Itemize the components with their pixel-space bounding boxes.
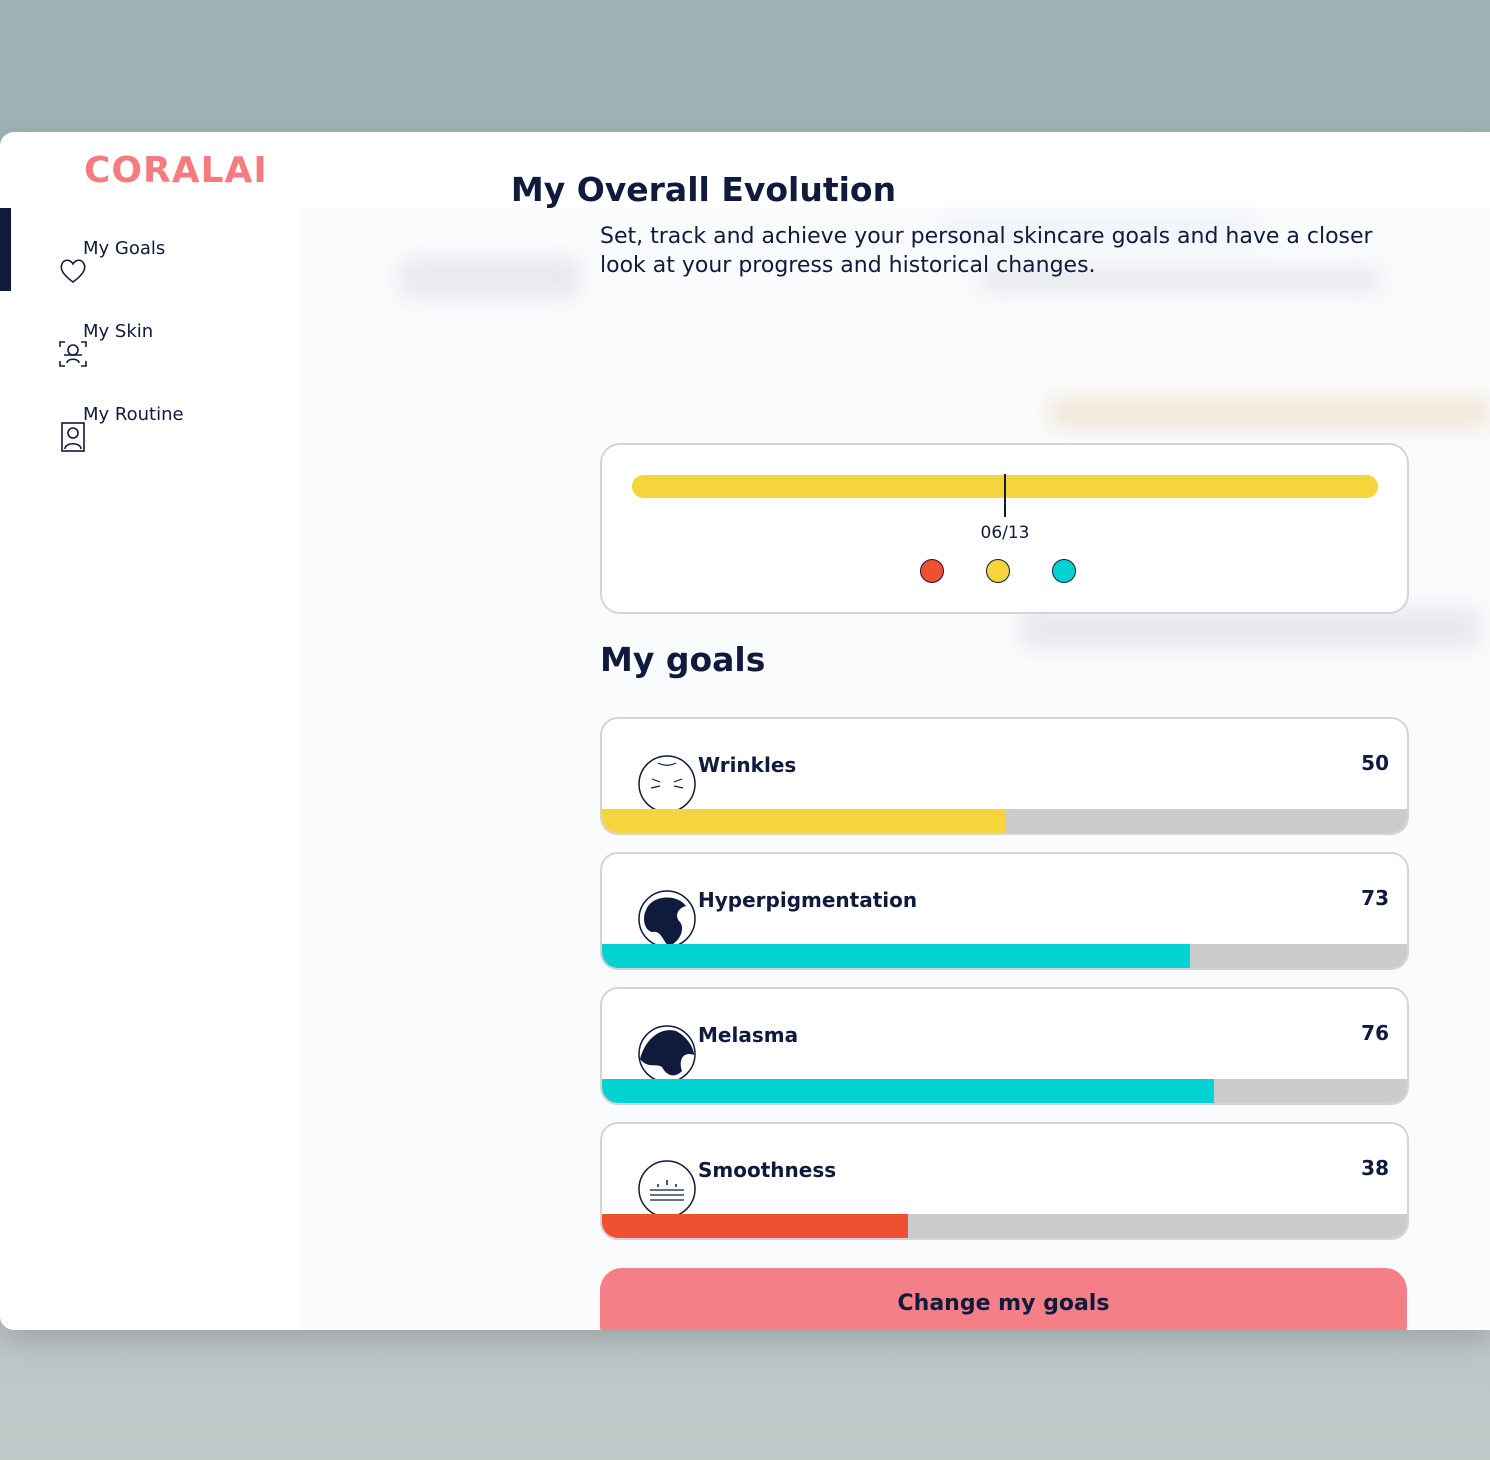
- blurred-content: [1020, 608, 1480, 648]
- timeline-date: 06/13: [980, 523, 1030, 543]
- blurred-content: [940, 218, 1260, 242]
- icon: [638, 1160, 696, 1218]
- progress-track: [602, 1214, 1407, 1238]
- nav-item[interactable]: My Goals: [0, 208, 300, 291]
- section-title: My Overall Evolution: [510, 170, 897, 209]
- nav-item[interactable]: My Skin: [0, 291, 300, 374]
- evolution-card: 06/13: [600, 443, 1409, 614]
- section-description: Set, track and achieve your personal ski…: [600, 224, 1373, 278]
- icon: [60, 259, 86, 283]
- status-dot[interactable]: [986, 559, 1010, 583]
- brand-logo[interactable]: CORALAI: [84, 150, 268, 191]
- button-clip: Change my goals: [0, 1268, 1490, 1330]
- nav-label: My Skin: [83, 321, 154, 342]
- blurred-content: [980, 268, 1380, 292]
- blurred-content: [1050, 398, 1490, 428]
- sidebar: [0, 208, 300, 1330]
- progress-fill: [602, 944, 1190, 968]
- icon: [638, 755, 696, 813]
- active-indicator: [0, 208, 11, 291]
- icon: [61, 422, 85, 452]
- goal-value: 76: [1361, 1021, 1389, 1045]
- nav-label: My Routine: [83, 404, 184, 425]
- goal-card[interactable]: Hyperpigmentation 73: [600, 852, 1409, 970]
- icon: [59, 341, 87, 367]
- goal-card[interactable]: Wrinkles 50: [600, 717, 1409, 835]
- nav-label: My Goals: [83, 238, 166, 259]
- goal-name: Wrinkles: [698, 753, 797, 777]
- timeline-marker[interactable]: [1004, 474, 1006, 517]
- progress-fill: [602, 1079, 1214, 1103]
- progress-track: [602, 809, 1407, 833]
- goal-name: Smoothness: [698, 1158, 837, 1182]
- change-goals-button[interactable]: Change my goals: [600, 1268, 1407, 1330]
- goal-card[interactable]: Melasma 76: [600, 987, 1409, 1105]
- goal-value: 73: [1361, 886, 1389, 910]
- progress-track: [602, 944, 1407, 968]
- goal-value: 50: [1361, 751, 1389, 775]
- icon: [638, 1025, 696, 1083]
- nav-item[interactable]: My Routine: [0, 374, 300, 457]
- goal-card[interactable]: Smoothness 38: [600, 1122, 1409, 1240]
- progress-fill: [602, 1214, 908, 1238]
- goal-value: 38: [1361, 1156, 1389, 1180]
- status-dot[interactable]: [1052, 559, 1076, 583]
- status-dot[interactable]: [920, 559, 944, 583]
- goals-title: My goals: [600, 640, 766, 679]
- progress-fill: [602, 809, 1005, 833]
- blurred-content: [400, 258, 580, 298]
- progress-track: [602, 1079, 1407, 1103]
- goal-name: Melasma: [698, 1023, 799, 1047]
- goal-name: Hyperpigmentation: [698, 888, 918, 912]
- icon: [638, 890, 696, 948]
